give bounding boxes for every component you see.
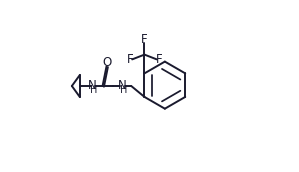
Text: O: O [103,56,112,69]
Text: H: H [120,85,127,95]
Text: F: F [155,53,162,66]
Text: F: F [127,53,133,66]
Text: N: N [118,79,126,92]
Text: F: F [141,33,148,46]
Text: H: H [89,85,97,95]
Text: N: N [88,79,96,92]
